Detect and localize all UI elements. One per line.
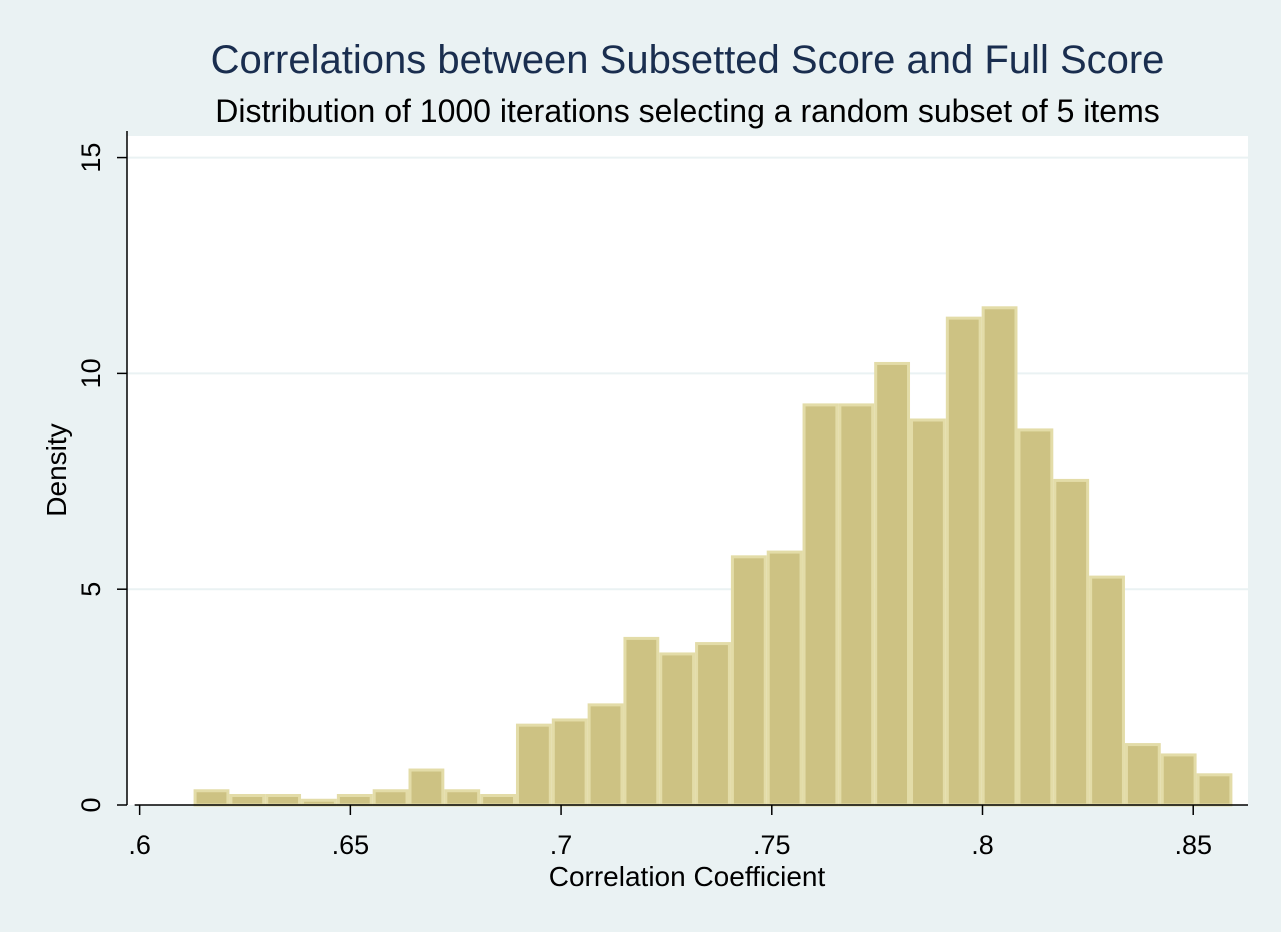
x-tick-label: .65 — [332, 830, 370, 860]
histogram-bar — [910, 418, 946, 807]
histogram-bar — [1053, 478, 1090, 807]
histogram-bar — [766, 550, 803, 807]
histogram-bar — [1089, 575, 1125, 807]
histogram-bar — [981, 306, 1018, 807]
histogram-bar — [480, 794, 516, 807]
histogram-bar — [1196, 773, 1233, 807]
y-tick-label: 0 — [76, 797, 106, 812]
y-tick-label: 15 — [76, 143, 106, 173]
histogram-bar — [623, 636, 660, 807]
x-tick-label: .8 — [971, 830, 994, 860]
chart-subtitle: Distribution of 1000 iterations selectin… — [215, 93, 1160, 129]
histogram-bar — [336, 794, 373, 807]
histogram-bar — [587, 703, 624, 807]
x-tick-label: .6 — [128, 830, 151, 860]
y-tick-label: 5 — [76, 582, 106, 597]
x-tick-label: .75 — [753, 830, 791, 860]
histogram-bar — [659, 652, 696, 807]
y-tick-label: 10 — [76, 358, 106, 388]
chart-title: Correlations between Subsetted Score and… — [210, 38, 1165, 82]
histogram-bar — [1124, 743, 1161, 807]
histogram-bar — [408, 768, 445, 807]
histogram-bar — [695, 642, 731, 807]
x-tick-label: .7 — [550, 830, 573, 860]
histogram-bar — [372, 789, 409, 807]
histogram-bar — [229, 794, 266, 807]
histogram-bar — [945, 316, 982, 807]
histogram-bar — [551, 718, 588, 807]
histogram-bar — [838, 403, 875, 807]
y-axis-title: Density — [41, 423, 72, 516]
histogram-bar — [444, 789, 481, 807]
histogram-bar — [802, 403, 839, 807]
histogram-bar — [193, 789, 230, 807]
histogram-bar — [265, 794, 302, 807]
histogram-bar — [730, 555, 767, 807]
histogram-bar — [1017, 428, 1054, 807]
histogram-bar — [515, 723, 552, 807]
x-tick-label: .85 — [1174, 830, 1212, 860]
axes: 0 5 10 15 .6 .65 .7 .75 .8 .85 — [76, 131, 1248, 860]
x-axis-title: Correlation Coefficient — [549, 861, 826, 892]
histogram-bar — [1160, 753, 1197, 807]
histogram-bar — [874, 361, 911, 807]
histogram-bars — [193, 306, 1233, 807]
